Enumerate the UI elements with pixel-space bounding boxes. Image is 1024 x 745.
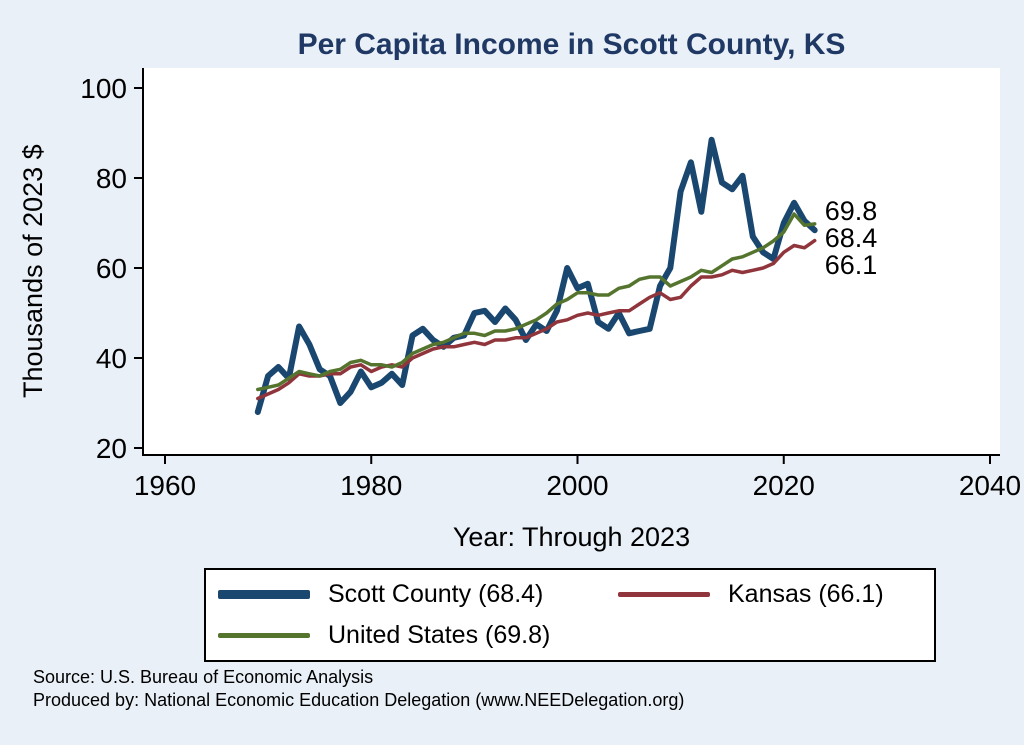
svg-text:1960: 1960	[134, 470, 196, 501]
svg-text:100: 100	[80, 73, 127, 104]
svg-text:68.4: 68.4	[825, 223, 878, 253]
svg-text:2000: 2000	[546, 470, 608, 501]
legend-label-united-states: United States (69.8)	[328, 621, 551, 649]
legend-item-kansas: Kansas (66.1)	[618, 580, 934, 609]
svg-text:69.8: 69.8	[825, 196, 878, 226]
svg-text:80: 80	[96, 163, 127, 194]
svg-text:20: 20	[96, 433, 127, 464]
x-axis-label: Year: Through 2023	[452, 522, 691, 552]
united-states-line-swatch	[218, 633, 310, 638]
svg-text:2020: 2020	[753, 470, 815, 501]
svg-text:60: 60	[96, 253, 127, 284]
legend-label-kansas: Kansas (66.1)	[728, 580, 884, 608]
produced-by-line: Produced by: National Economic Education…	[33, 690, 685, 710]
source-line: Source: U.S. Bureau of Economic Analysis	[33, 667, 374, 687]
legend-label-scott-county: Scott County (68.4)	[328, 580, 544, 608]
legend: Scott County (68.4) Kansas (66.1) United…	[204, 568, 936, 662]
svg-text:66.1: 66.1	[825, 250, 878, 280]
scott-county-line-swatch	[218, 590, 310, 599]
y-axis-label: Thousands of 2023 $	[18, 144, 48, 399]
svg-text:2040: 2040	[959, 470, 1021, 501]
legend-item-united-states: United States (69.8)	[218, 621, 618, 650]
svg-text:1980: 1980	[340, 470, 402, 501]
source-note: Source: U.S. Bureau of Economic Analysis…	[33, 666, 684, 712]
svg-text:40: 40	[96, 343, 127, 374]
chart-title: Per Capita Income in Scott County, KS	[297, 28, 846, 61]
legend-item-scott-county: Scott County (68.4)	[218, 580, 618, 609]
kansas-line-swatch	[618, 592, 710, 597]
